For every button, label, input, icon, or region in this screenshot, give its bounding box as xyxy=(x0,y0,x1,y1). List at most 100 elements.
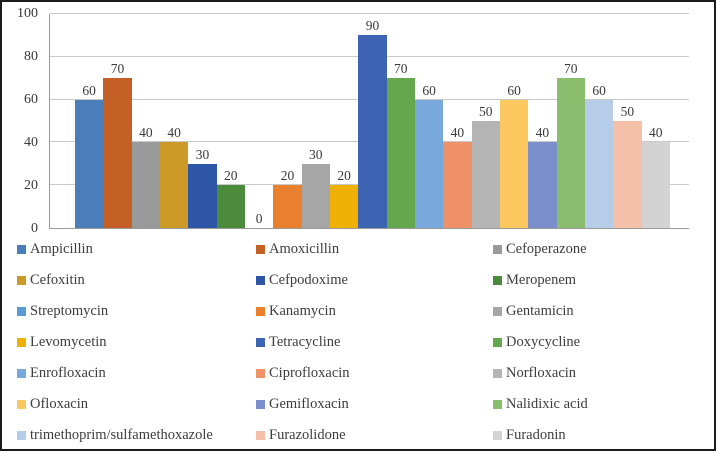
bar-ofloxacin xyxy=(499,99,529,228)
legend-color-swatch xyxy=(256,431,265,440)
bar-slot: 40 xyxy=(641,14,670,228)
legend-color-swatch xyxy=(256,400,265,409)
bar-value-label: 60 xyxy=(592,82,606,98)
bar-value-label: 70 xyxy=(563,61,578,77)
legend-item-cefoperazone: Cefoperazone xyxy=(493,241,712,272)
y-axis: 0 20 40 60 80 100 xyxy=(2,7,44,236)
legend-item-ciprofloxacin: Ciprofloxacin xyxy=(256,365,493,396)
legend-color-swatch xyxy=(493,245,502,254)
bar-slot: 70 xyxy=(386,14,415,228)
bar-kanamycin xyxy=(273,185,302,228)
bar-slot: 60 xyxy=(584,14,614,228)
legend-color-swatch xyxy=(256,307,265,316)
legend-label: Gentamicin xyxy=(506,303,574,319)
legend-item-doxycycline: Doxycycline xyxy=(493,334,712,365)
bar-norfloxacin xyxy=(471,121,500,228)
legend-color-swatch xyxy=(493,307,502,316)
y-axis-tick-label: 40 xyxy=(24,135,38,150)
legend-label: Furadonin xyxy=(506,427,566,443)
legend-color-swatch xyxy=(256,276,265,285)
legend-item-ofloxacin: Ofloxacin xyxy=(17,396,256,427)
legend-label: Levomycetin xyxy=(30,334,107,350)
bar-slot: 20 xyxy=(216,14,245,228)
bar-slot: 70 xyxy=(103,14,132,228)
legend-item-cefpodoxime: Cefpodoxime xyxy=(256,272,493,303)
bar-slot: 90 xyxy=(358,14,387,228)
bar-slot: 50 xyxy=(613,14,642,228)
legend-item-meropenem: Meropenem xyxy=(493,272,712,303)
bar-slot: 0 xyxy=(245,14,273,228)
legend-label: Doxycycline xyxy=(506,334,581,350)
bar-slot: 40 xyxy=(443,14,472,228)
bar-gemifloxacin xyxy=(528,142,557,228)
bar-slot: 40 xyxy=(528,14,557,228)
legend-label: Norfloxacin xyxy=(506,365,577,381)
legend-item-tetracycline: Tetracycline xyxy=(256,334,493,365)
legend-label: Ciprofloxacin xyxy=(269,365,350,381)
plot-area: 60 70 40 40 30 20 0 20 30 20 90 70 60 40 50 60 40 70 60 50 4… xyxy=(49,13,689,229)
legend-color-swatch xyxy=(17,400,26,409)
legend-color-swatch xyxy=(256,338,265,347)
legend-label: Kanamycin xyxy=(269,303,336,319)
legend-color-swatch xyxy=(17,338,26,347)
bar-value-label: 20 xyxy=(224,168,238,184)
legend-color-swatch xyxy=(17,245,26,254)
legend-label: Gemifloxacin xyxy=(269,396,349,412)
bar-slot: 20 xyxy=(273,14,302,228)
legend-item-trimethoprim-sulfamethoxazole: trimethoprim/sulfamethoxazole xyxy=(17,427,256,449)
legend-color-swatch xyxy=(256,245,265,254)
bar-ciprofloxacin xyxy=(443,142,472,228)
bar-slot: 40 xyxy=(131,14,160,228)
bar-value-label: 40 xyxy=(167,125,181,141)
legend-label: Streptomycin xyxy=(30,303,109,319)
legend-item-nalidixic-acid: Nalidixic acid xyxy=(493,396,712,427)
bar-value-label: 70 xyxy=(110,61,125,77)
bar-ampicillin xyxy=(75,99,104,228)
bar-levomycetin xyxy=(329,185,359,228)
legend-label: Nalidixic acid xyxy=(506,396,588,412)
legend-label: Meropenem xyxy=(506,272,577,288)
bar-value-label: 50 xyxy=(479,104,493,119)
bar-slot: 60 xyxy=(414,14,444,228)
legend-item-kanamycin: Kanamycin xyxy=(256,303,493,334)
legend-label: Furazolidone xyxy=(269,427,346,443)
legend-item-furazolidone: Furazolidone xyxy=(256,427,493,449)
bar-value-label: 40 xyxy=(535,125,550,141)
bar-value-label: 70 xyxy=(394,61,408,77)
legend-color-swatch xyxy=(256,369,265,378)
bar-cefpodoxime xyxy=(188,163,217,228)
bar-slot: 50 xyxy=(471,14,500,228)
bar-value-label: 30 xyxy=(309,146,323,162)
legend: Ampicillin Amoxicillin Cefoperazone Cefoxit… xyxy=(17,241,712,449)
bar-value-label: 90 xyxy=(365,18,380,34)
bars-container: 60 70 40 40 30 20 0 20 30 20 90 70 60 40 50 60 40 70 60 50 4… xyxy=(75,14,670,228)
bar-slot: 70 xyxy=(556,14,585,228)
bar-furazolidone xyxy=(613,121,642,228)
y-axis-tick-label: 0 xyxy=(31,221,38,236)
bar-slot: 20 xyxy=(329,14,359,228)
bar-cefoxitin xyxy=(159,142,189,228)
bar-doxycycline xyxy=(386,78,415,228)
legend-color-swatch xyxy=(493,276,502,285)
bar-value-label: 60 xyxy=(422,82,436,98)
legend-color-swatch xyxy=(17,276,26,285)
bar-trimethoprim-sulfamethoxazole xyxy=(584,99,614,228)
legend-label: Tetracycline xyxy=(269,334,341,350)
bar-value-label: 0 xyxy=(255,211,263,226)
legend-item-levomycetin: Levomycetin xyxy=(17,334,256,365)
bar-furadonin xyxy=(641,142,670,228)
legend-color-swatch xyxy=(493,400,502,409)
bar-slot: 60 xyxy=(499,14,529,228)
legend-color-swatch xyxy=(17,307,26,316)
y-axis-tick-label: 100 xyxy=(17,6,38,21)
legend-item-cefoxitin: Cefoxitin xyxy=(17,272,256,303)
legend-label: Cefpodoxime xyxy=(269,272,348,288)
legend-label: Ofloxacin xyxy=(30,396,88,412)
bar-value-label: 20 xyxy=(280,168,295,184)
y-axis-tick-label: 20 xyxy=(24,178,38,193)
legend-color-swatch xyxy=(17,431,26,440)
y-axis-tick-label: 60 xyxy=(24,92,38,107)
legend-color-swatch xyxy=(17,369,26,378)
legend-item-enrofloxacin: Enrofloxacin xyxy=(17,365,256,396)
legend-label: Cefoperazone xyxy=(506,241,587,257)
